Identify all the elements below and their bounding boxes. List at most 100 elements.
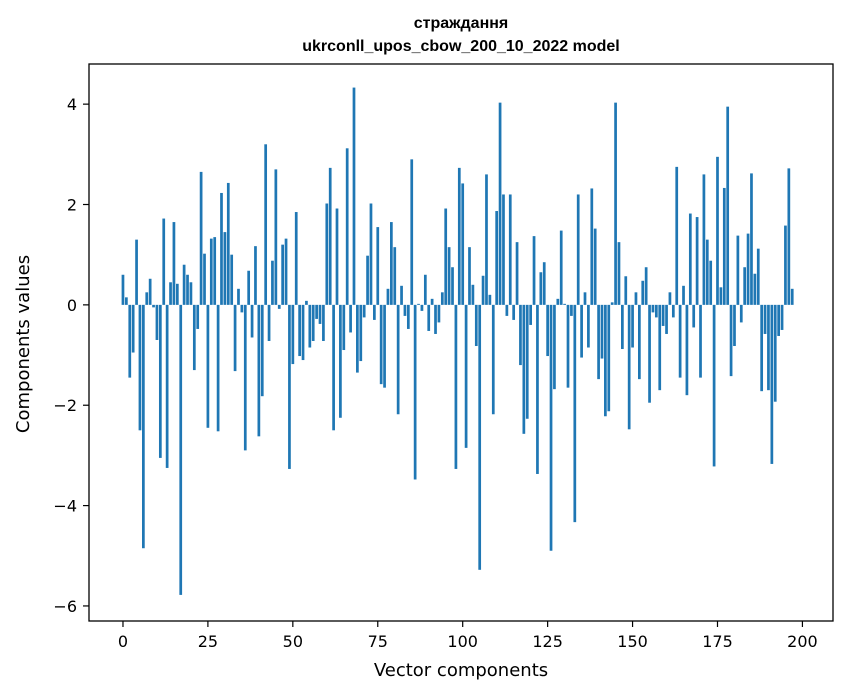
bar: [390, 222, 393, 305]
bar: [556, 298, 560, 305]
bar: [546, 304, 549, 357]
bar: [220, 192, 223, 305]
bar: [125, 297, 128, 305]
bar: [736, 235, 740, 305]
bar: [719, 287, 723, 305]
bar: [169, 282, 172, 305]
bar: [121, 274, 125, 305]
bar: [417, 303, 420, 305]
bar: [648, 304, 651, 403]
bar: [209, 238, 213, 305]
bar: [678, 304, 682, 378]
x-tick-label: 100: [447, 632, 478, 651]
bar: [230, 254, 234, 305]
bar: [583, 292, 587, 305]
bar: [502, 194, 505, 305]
bar: [335, 208, 339, 305]
bar: [638, 304, 641, 380]
bar: [356, 304, 359, 373]
bar: [328, 167, 332, 305]
bar: [145, 292, 149, 305]
bar: [699, 304, 702, 378]
bar: [437, 304, 441, 323]
bar: [461, 183, 465, 305]
bar: [233, 304, 237, 372]
bar: [539, 272, 543, 305]
y-axis-ticks: 4 2 0 −2 −4 −6: [53, 95, 89, 616]
bar: [175, 283, 179, 305]
bar: [709, 260, 713, 305]
bar: [454, 304, 458, 469]
bar: [396, 304, 400, 415]
bar: [325, 203, 329, 305]
bar: [250, 304, 254, 338]
bar: [376, 227, 380, 305]
bar: [291, 304, 295, 365]
bar: [644, 267, 648, 305]
bar: [158, 304, 162, 458]
bar: [271, 260, 274, 305]
bar: [695, 217, 699, 305]
bar: [485, 174, 488, 305]
bar: [223, 232, 227, 305]
bar: [614, 102, 617, 305]
bar: [668, 292, 672, 305]
bar: [318, 304, 322, 324]
bar: [243, 304, 247, 451]
bar: [478, 304, 482, 570]
bar: [763, 304, 767, 334]
bar: [240, 304, 244, 313]
bar: [267, 304, 271, 341]
bar: [580, 304, 583, 358]
bar: [393, 247, 397, 305]
bar: [206, 304, 210, 428]
bar: [427, 304, 431, 331]
x-tick-label: 150: [617, 632, 648, 651]
bar: [349, 304, 352, 333]
bar: [155, 304, 159, 340]
bar: [515, 242, 519, 305]
bar: [607, 304, 611, 412]
x-tick-label: 75: [368, 632, 388, 651]
bar: [305, 300, 308, 305]
y-tick-label: 4: [67, 95, 77, 114]
bar: [712, 304, 716, 467]
bar: [383, 304, 386, 388]
bar: [322, 304, 325, 341]
bar: [675, 166, 679, 305]
bar: [373, 304, 376, 320]
bar: [634, 292, 638, 305]
bar: [379, 304, 383, 385]
bar: [264, 144, 268, 305]
bar: [661, 304, 665, 326]
bar: [665, 304, 668, 334]
bar: [138, 304, 142, 431]
bar: [753, 273, 757, 305]
bar: [498, 102, 502, 305]
bar: [362, 304, 366, 318]
bar: [162, 218, 166, 305]
bar: [604, 304, 607, 417]
bar: [495, 211, 499, 305]
bar: [733, 304, 736, 347]
x-tick-label: 0: [118, 632, 128, 651]
bar: [254, 246, 257, 305]
bar: [631, 304, 634, 348]
bar: [152, 304, 155, 308]
bar: [505, 304, 509, 316]
bar: [587, 304, 590, 348]
bar: [563, 303, 566, 305]
bar: [787, 168, 791, 305]
bar: [369, 203, 373, 305]
bar: [532, 236, 536, 305]
bar: [726, 106, 730, 305]
bar: [423, 274, 427, 305]
bar: [671, 304, 675, 318]
y-tick-label: −6: [53, 597, 77, 616]
bar: [624, 276, 628, 305]
bars-group: [121, 87, 794, 595]
bar: [617, 242, 621, 305]
bar: [692, 304, 696, 328]
bar: [457, 167, 461, 305]
bar: [542, 262, 546, 305]
